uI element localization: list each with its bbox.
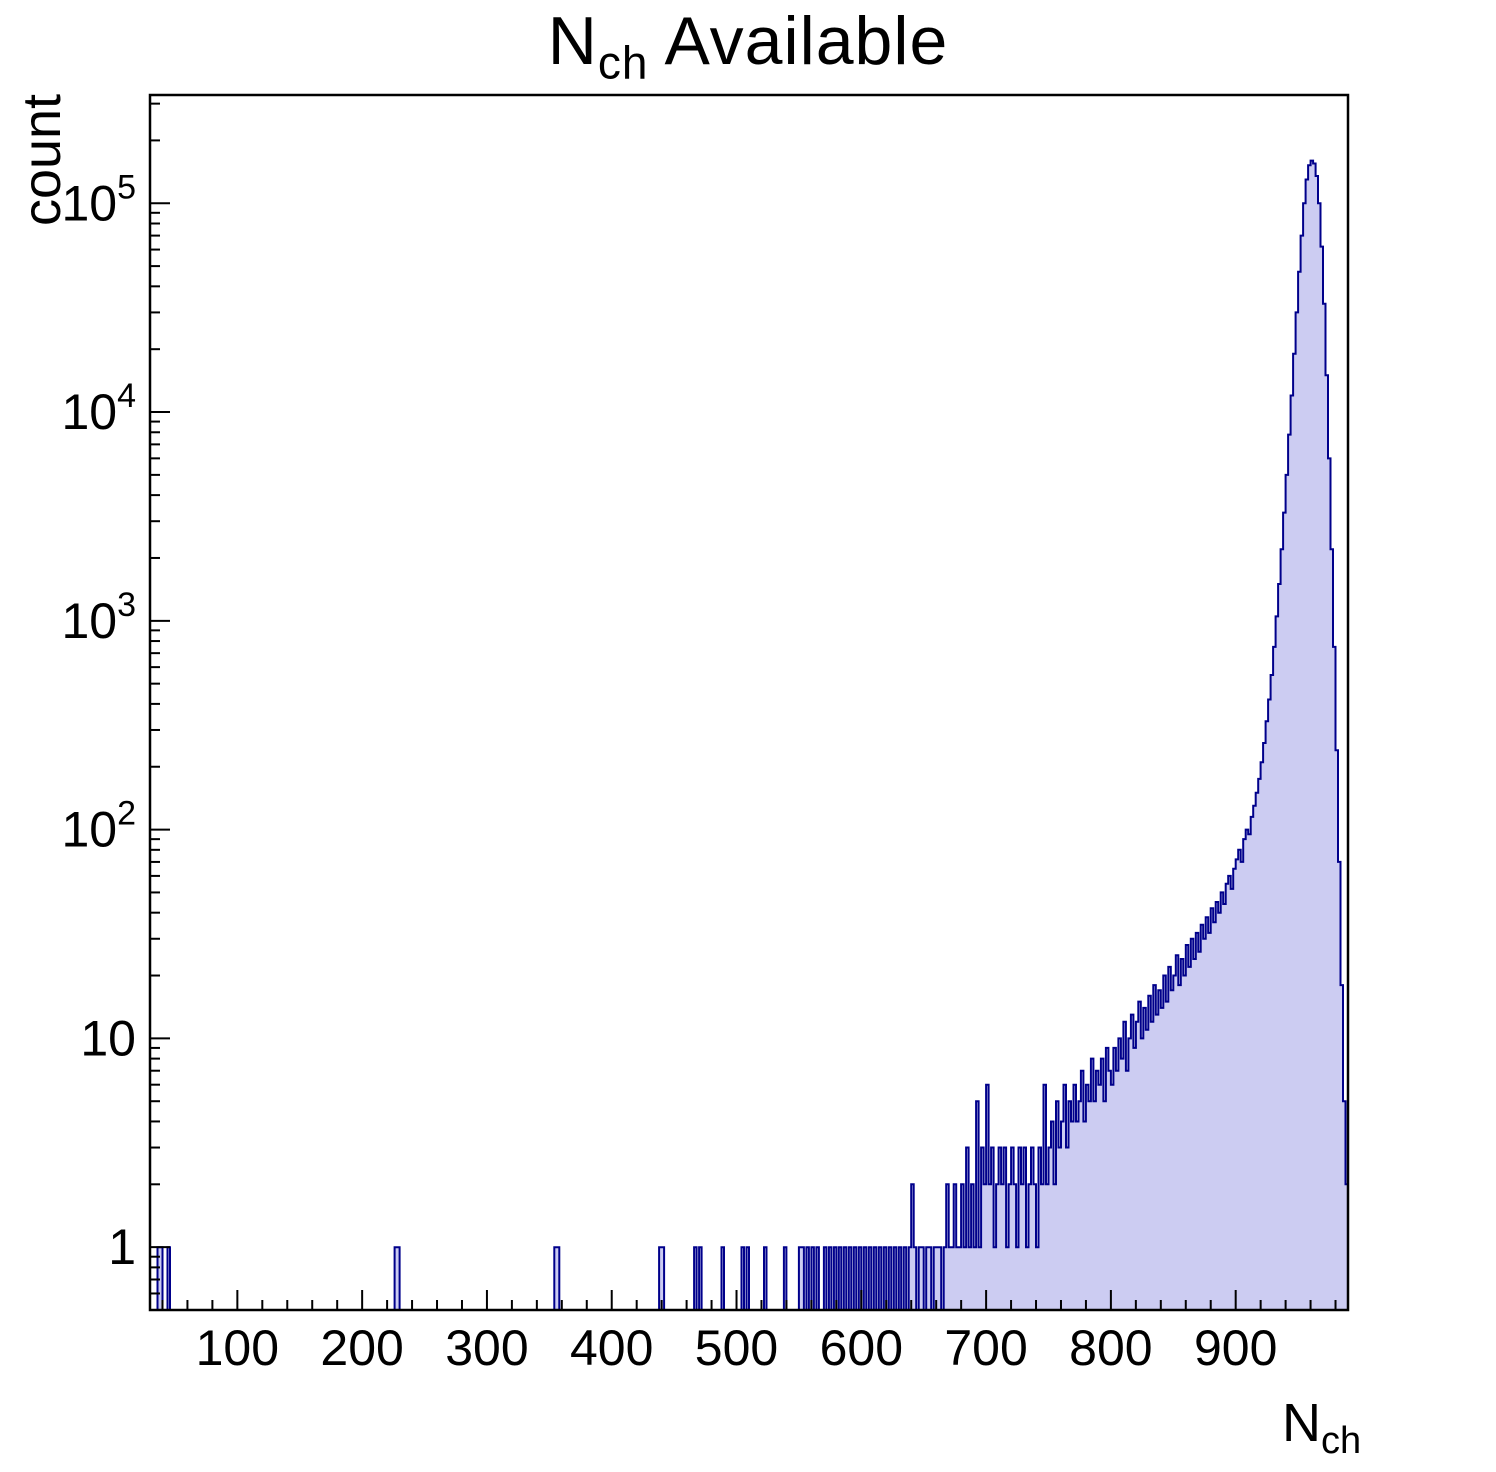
x-axis: 100 200 300 400 500 600 700 800 900 <box>161 1290 1337 1376</box>
page-title: Nch Available <box>0 2 1496 90</box>
y-tick-label: 102 <box>61 795 136 858</box>
x-axis-title: Nch <box>1282 1392 1361 1463</box>
title-main: N <box>547 3 598 79</box>
title-rest: Available <box>648 3 949 79</box>
x-tick-label: 800 <box>1069 1320 1152 1376</box>
x-tick-label: 400 <box>570 1320 653 1376</box>
x-tick-label: 200 <box>320 1320 403 1376</box>
x-tick-label: 600 <box>820 1320 903 1376</box>
y-axis: 1 10 102 103 104 105 <box>61 102 170 1295</box>
y-tick-label: 104 <box>61 377 136 440</box>
y-tick-label: 10 <box>80 1010 136 1066</box>
histogram-fill <box>150 160 1348 1311</box>
plot-frame <box>148 93 1350 1312</box>
y-axis-title: count <box>12 93 72 227</box>
x-title-sub: ch <box>1321 1419 1362 1462</box>
x-tick-label: 500 <box>695 1320 778 1376</box>
x-tick-label: 700 <box>944 1320 1027 1376</box>
title-sub: ch <box>597 36 649 89</box>
x-title-main: N <box>1282 1393 1321 1453</box>
y-tick-label: 105 <box>61 168 136 231</box>
x-tick-label: 100 <box>196 1320 279 1376</box>
x-tick-label: 900 <box>1194 1320 1277 1376</box>
y-tick-label: 103 <box>61 586 136 649</box>
y-tick-label: 1 <box>108 1219 136 1275</box>
x-tick-label: 300 <box>445 1320 528 1376</box>
